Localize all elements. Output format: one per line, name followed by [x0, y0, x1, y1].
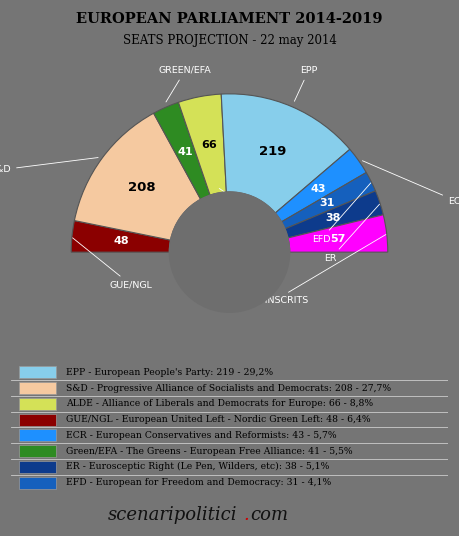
Text: NON-INSCRITS: NON-INSCRITS — [240, 235, 386, 306]
Text: 66: 66 — [201, 140, 217, 150]
Text: EPP: EPP — [294, 66, 317, 101]
Wedge shape — [179, 94, 226, 195]
Text: ER - Eurosceptic Right (Le Pen, Wilders, etc): 38 - 5,1%: ER - Eurosceptic Right (Le Pen, Wilders,… — [66, 462, 330, 471]
Text: GUE/NGL - European United Left - Nordic Green Left: 48 - 6,4%: GUE/NGL - European United Left - Nordic … — [66, 415, 370, 424]
FancyBboxPatch shape — [19, 398, 56, 410]
Circle shape — [169, 192, 290, 312]
Wedge shape — [281, 173, 375, 229]
Wedge shape — [154, 102, 210, 199]
Text: EFD: EFD — [312, 183, 371, 244]
Text: EUROPEAN PARLIAMENT 2014-2019: EUROPEAN PARLIAMENT 2014-2019 — [76, 12, 383, 26]
FancyBboxPatch shape — [19, 367, 56, 378]
Wedge shape — [74, 113, 201, 240]
Text: ECR - European Conservatives and Reformists: 43 - 5,7%: ECR - European Conservatives and Reformi… — [66, 431, 336, 440]
Text: 41: 41 — [178, 147, 193, 157]
Wedge shape — [288, 215, 388, 252]
Text: 208: 208 — [128, 181, 156, 194]
Wedge shape — [285, 191, 383, 238]
Text: GREEN/EFA: GREEN/EFA — [159, 66, 212, 102]
FancyBboxPatch shape — [19, 414, 56, 426]
Text: 31: 31 — [319, 198, 335, 209]
Text: ER: ER — [325, 204, 380, 263]
Text: S&D - Progressive Alliance of Socialists and Democrats: 208 - 27,7%: S&D - Progressive Alliance of Socialists… — [66, 384, 391, 392]
Wedge shape — [221, 94, 350, 213]
Text: ALDE: ALDE — [219, 189, 258, 211]
FancyBboxPatch shape — [19, 461, 56, 473]
Text: .: . — [244, 505, 250, 524]
Text: ECR: ECR — [363, 161, 459, 206]
Text: EFD - European for Freedom and Democracy: 31 - 4,1%: EFD - European for Freedom and Democracy… — [66, 478, 331, 487]
Text: GUE/NGL: GUE/NGL — [73, 238, 153, 289]
Text: 43: 43 — [311, 184, 326, 194]
Wedge shape — [275, 150, 366, 222]
Text: EPP - European People's Party: 219 - 29,2%: EPP - European People's Party: 219 - 29,… — [66, 368, 273, 377]
Text: scenaripolitici: scenaripolitici — [107, 505, 237, 524]
FancyBboxPatch shape — [19, 429, 56, 441]
Text: SEATS PROJECTION - 22 may 2014: SEATS PROJECTION - 22 may 2014 — [123, 34, 336, 47]
FancyBboxPatch shape — [19, 382, 56, 394]
Text: 219: 219 — [259, 145, 286, 158]
FancyBboxPatch shape — [19, 477, 56, 488]
Text: 38: 38 — [325, 213, 341, 223]
Text: 57: 57 — [330, 234, 346, 244]
Text: S&D: S&D — [0, 158, 98, 174]
Text: 48: 48 — [113, 236, 129, 246]
Text: com: com — [251, 505, 289, 524]
Text: Green/EFA - The Greens - European Free Alliance: 41 - 5,5%: Green/EFA - The Greens - European Free A… — [66, 446, 353, 456]
Wedge shape — [71, 221, 171, 252]
FancyBboxPatch shape — [19, 445, 56, 457]
Text: ALDE - Alliance of Liberals and Democrats for Europe: 66 - 8,8%: ALDE - Alliance of Liberals and Democrat… — [66, 399, 373, 408]
